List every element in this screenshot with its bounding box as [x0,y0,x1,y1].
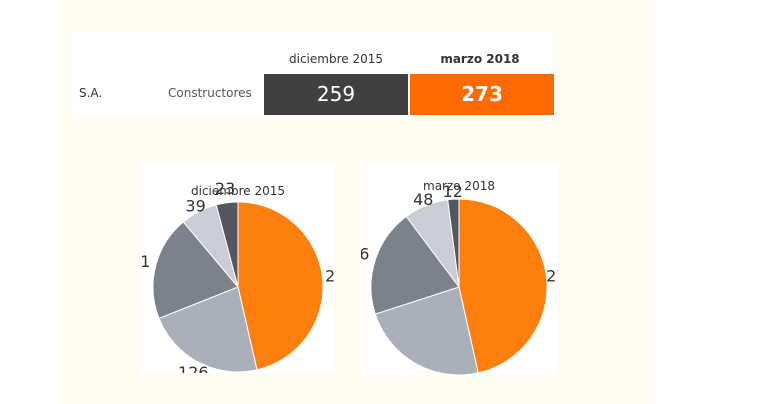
pie-label-2018-1: 138 [389,374,420,376]
pie-title-2015: diciembre 2015 [191,184,285,198]
pie-title-2018: marzo 2018 [423,179,495,193]
pie-slice-2018-2[interactable] [370,215,460,315]
pie-label-2018-0: 273 [546,267,558,286]
pie-slice-2015-4[interactable] [215,201,239,288]
pie-label-2015-2: 111 [140,252,150,271]
pie-slice-2018-0[interactable] [458,198,548,374]
pie-slice-2015-1[interactable] [158,286,258,373]
value-cell-2015[interactable]: 259 [264,74,408,115]
header-dec-2015: diciembre 2015 [289,52,383,66]
pie-chart-card-2015: diciembre 2015 259 126 111 39 23 [120,163,356,382]
pie-label-2018-2: 116 [361,245,369,264]
pie-slice-2015-0[interactable] [237,201,324,371]
pie-slice-2018-1[interactable] [374,286,479,376]
pie-label-2018-4: 12 [443,182,463,201]
pie-label-2015-3: 39 [185,196,205,215]
pie-chart-2015: diciembre 2015 259 126 111 39 23 [120,179,356,382]
company-label: S.A. [79,86,103,100]
pie-chart-card-2018: marzo 2018 273 138 116 48 12 [339,163,577,393]
value-cell-2018[interactable]: 273 [410,74,554,115]
pie-slice-2015-2[interactable] [152,221,239,319]
pie-chart-2018: marzo 2018 273 138 116 48 12 [339,179,577,393]
header-mar-2018: marzo 2018 [440,52,520,66]
pie-label-2018-3: 48 [413,190,433,209]
pie-slice-2018-4[interactable] [447,198,460,288]
category-label: Constructores [168,86,252,100]
pie-label-2015-0: 259 [325,266,334,285]
pie-label-2015-1: 126 [178,363,209,373]
pie-label-2015-4: 23 [215,179,235,198]
